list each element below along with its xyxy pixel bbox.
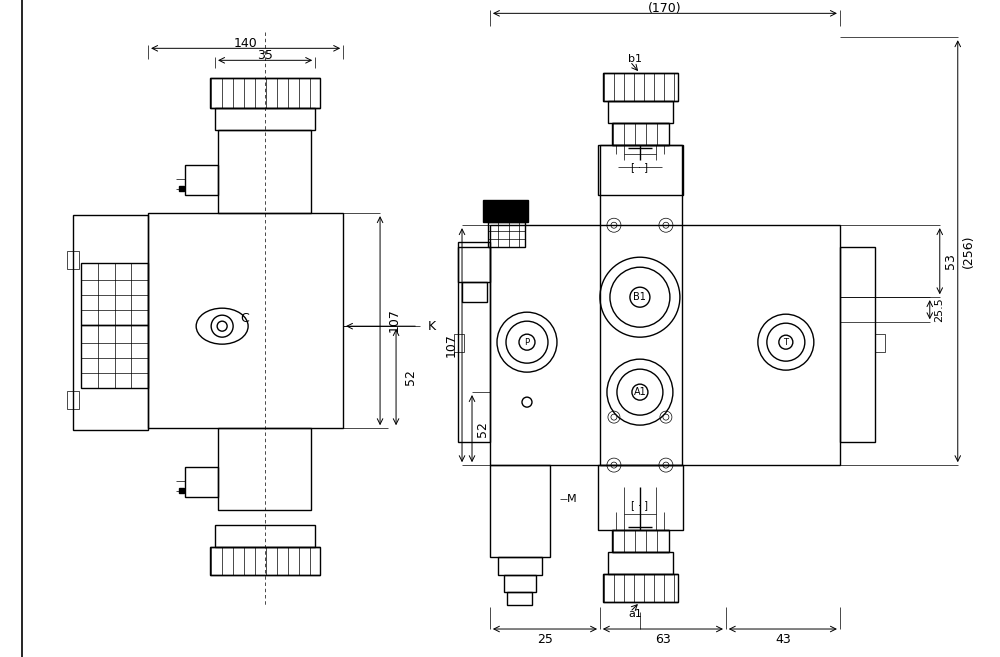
Bar (504, 575, 536, 592)
Bar (598, 465, 683, 530)
Text: 52: 52 (476, 421, 489, 437)
Bar (507, 592, 532, 605)
Text: 140: 140 (233, 37, 257, 50)
Bar (67, 391, 79, 409)
Bar (458, 242, 490, 283)
Text: 53: 53 (944, 253, 957, 269)
Text: (170): (170) (648, 2, 682, 15)
Bar (215, 108, 315, 130)
Bar (67, 251, 79, 269)
Bar (81, 263, 148, 325)
Bar (454, 334, 464, 352)
Bar (73, 215, 148, 430)
Text: (256): (256) (962, 235, 975, 268)
Text: 35: 35 (257, 49, 273, 62)
Text: T: T (783, 338, 788, 347)
Text: A1: A1 (634, 387, 646, 397)
Bar (179, 488, 184, 493)
Text: K: K (428, 320, 436, 332)
Bar (840, 247, 875, 442)
Text: 107: 107 (445, 333, 458, 357)
Bar (488, 222, 525, 247)
Bar (612, 124, 669, 145)
Text: a1: a1 (628, 609, 642, 619)
Bar (612, 530, 669, 552)
Bar (179, 186, 184, 191)
Bar (218, 130, 311, 214)
Text: B1: B1 (633, 292, 646, 302)
Text: 25: 25 (537, 633, 553, 646)
Bar (81, 325, 148, 388)
Bar (215, 525, 315, 547)
Bar (218, 428, 311, 510)
Bar (185, 166, 218, 195)
Bar (608, 552, 673, 574)
Bar (600, 145, 682, 465)
Bar (185, 467, 218, 497)
Bar (462, 283, 487, 302)
Text: [ · ]: [ · ] (631, 500, 648, 510)
Text: C: C (240, 311, 249, 325)
Bar (875, 334, 885, 352)
Text: 43: 43 (775, 633, 791, 646)
Text: M: M (567, 494, 577, 504)
Bar (483, 200, 528, 222)
Bar (210, 78, 320, 108)
Bar (598, 145, 683, 195)
Bar (490, 465, 550, 557)
Bar (210, 547, 320, 575)
Text: 25.5: 25.5 (934, 297, 944, 321)
Text: 107: 107 (388, 308, 401, 332)
Text: [ · ]: [ · ] (631, 162, 648, 172)
Bar (608, 101, 673, 124)
Bar (498, 557, 542, 575)
Bar (458, 247, 490, 442)
Text: 63: 63 (655, 633, 671, 646)
Bar (490, 225, 840, 465)
Bar (603, 74, 678, 101)
Text: 52: 52 (404, 369, 417, 385)
Text: b1: b1 (628, 55, 642, 64)
Text: P: P (524, 338, 530, 347)
Bar (148, 214, 343, 428)
Bar (603, 574, 678, 602)
